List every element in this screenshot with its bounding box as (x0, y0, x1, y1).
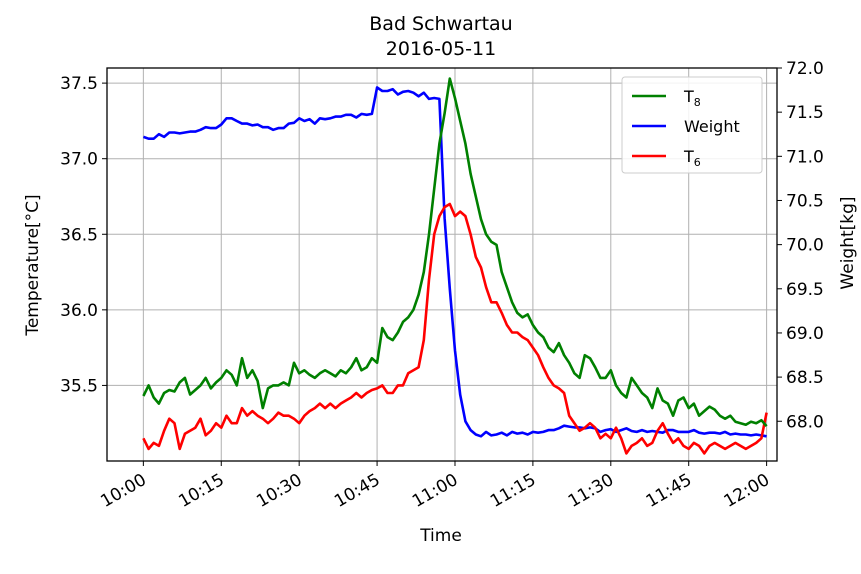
series-lines (142, 77, 768, 455)
y-axis-left-label: Temperature[°C] (23, 194, 43, 336)
y-right-tick-label: 71.5 (786, 103, 824, 123)
y-left-tick-label: 36.0 (60, 301, 98, 321)
x-tick-label: 12:00 (721, 470, 773, 512)
y-right-tick-label: 69.0 (786, 324, 824, 344)
y-left-tick-label: 37.5 (60, 74, 98, 94)
series-line-weight (142, 86, 767, 438)
y-right-tick-label: 68.5 (786, 368, 824, 388)
chart-subtitle: 2016-05-11 (386, 38, 496, 60)
y-axis-right: 68.0 68.5 69.0 69.5 70.0 70.5 71.0 71.5 72.0 (777, 59, 824, 432)
y-left-tick-label: 35.5 (60, 376, 98, 396)
y-axis-left: 35.5 36.0 36.5 37.0 37.5 (60, 74, 107, 396)
x-axis-label: Time (419, 526, 462, 546)
legend-box (621, 76, 763, 174)
y-right-tick-label: 70.0 (786, 236, 824, 256)
y-right-tick-label: 70.5 (786, 191, 824, 211)
x-tick-label: 11:45 (643, 470, 695, 512)
y-axis-right-label: Weight[kg] (838, 196, 858, 289)
y-left-tick-label: 37.0 (60, 150, 98, 170)
x-tick-label: 11:15 (487, 470, 539, 512)
x-tick-label: 10:00 (97, 470, 149, 512)
x-axis: 10:00 10:15 10:30 10:45 11:00 11:15 11:30 11:45… (97, 461, 773, 512)
x-tick-label: 10:30 (253, 470, 305, 512)
plot-frame (106, 67, 778, 462)
y-right-tick-label: 72.0 (786, 59, 824, 79)
x-tick-label: 10:45 (331, 470, 383, 512)
series-line-t6 (142, 202, 768, 455)
legend-label: Weight (684, 117, 740, 136)
x-tick-label: 11:00 (409, 470, 461, 512)
y-right-tick-label: 69.5 (786, 280, 824, 300)
chart-title: Bad Schwartau (369, 13, 512, 35)
x-tick-label: 10:15 (175, 470, 227, 512)
y-right-tick-label: 71.0 (786, 147, 824, 167)
y-right-tick-label: 68.0 (786, 412, 824, 432)
y-left-tick-label: 36.5 (60, 225, 98, 245)
series-line-t8 (142, 77, 768, 428)
x-tick-label: 11:30 (565, 470, 617, 512)
